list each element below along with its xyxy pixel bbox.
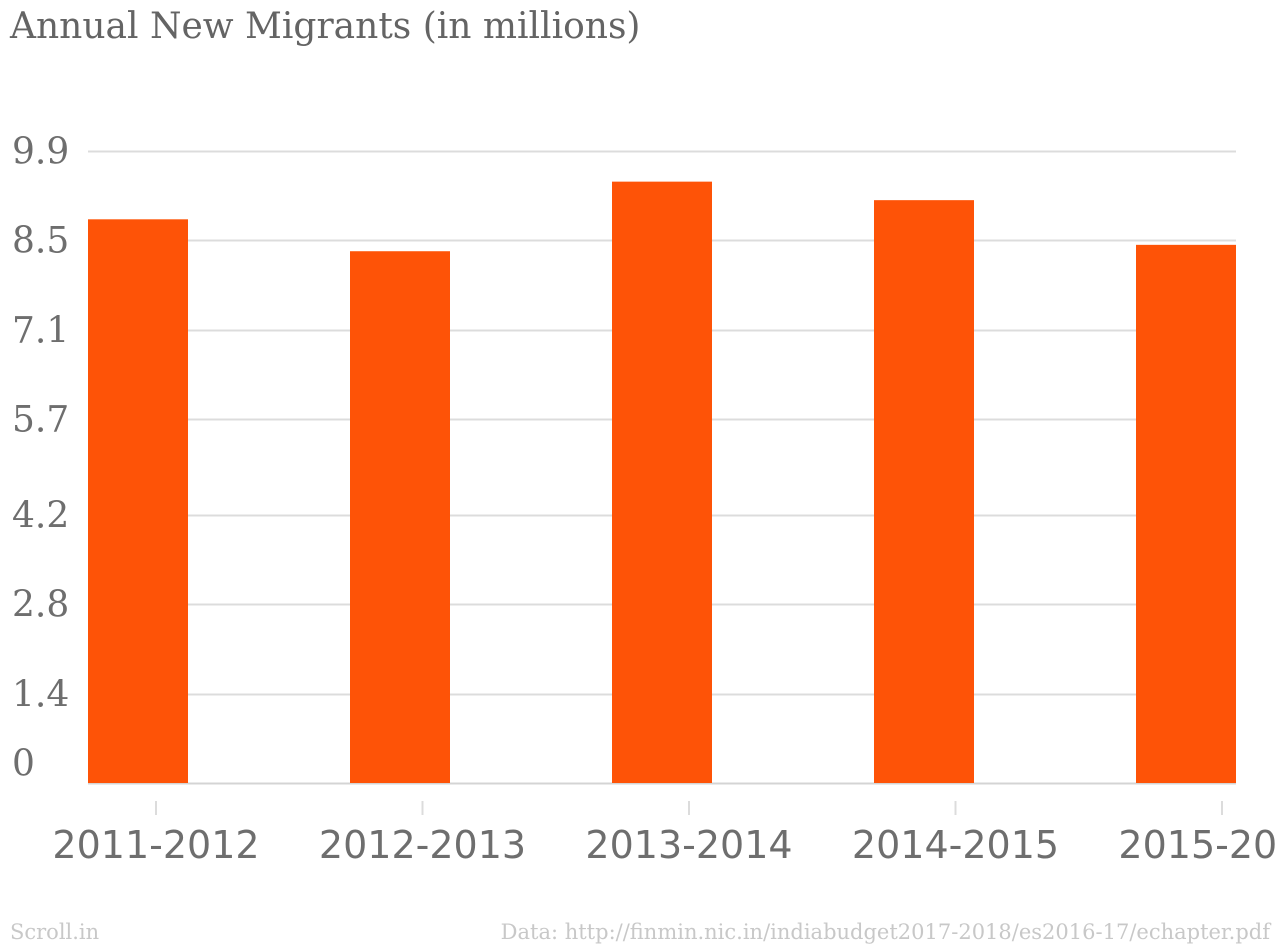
bar xyxy=(88,219,188,783)
x-tick-label: 2013-2014 xyxy=(585,823,792,867)
x-tick-label: 2014-2015 xyxy=(852,823,1059,867)
bar xyxy=(1136,244,1236,784)
source-credit: Scroll.in xyxy=(10,920,100,944)
y-tick-label: 7.1 xyxy=(12,311,69,352)
bar xyxy=(874,200,974,784)
chart-title: Annual New Migrants (in millions) xyxy=(10,6,641,47)
x-tick-label: 2012-2013 xyxy=(319,823,526,867)
y-tick-label: 4.2 xyxy=(12,496,69,537)
y-tick-label: 0 xyxy=(12,744,35,785)
y-tick-label: 1.4 xyxy=(12,675,69,716)
bar xyxy=(612,181,712,783)
y-tick-label: 8.5 xyxy=(12,221,69,262)
data-source: Data: http://finmin.nic.in/indiabudget20… xyxy=(500,920,1270,944)
x-tick-label: 2011-2012 xyxy=(52,823,259,867)
x-axis: 2011-2012 2012-2013 2013-2014 2014-2015 2015… xyxy=(52,801,1280,867)
bar xyxy=(350,251,450,783)
y-tick-label: 9.9 xyxy=(12,132,69,173)
y-axis: 0 1.4 2.8 4.2 5.7 7.1 8.5 9.9 xyxy=(12,132,69,785)
y-tick-label: 5.7 xyxy=(12,400,69,441)
bars xyxy=(88,181,1236,784)
x-tick-label: 2015-2016 xyxy=(1118,823,1280,867)
y-tick-label: 2.8 xyxy=(12,585,69,626)
